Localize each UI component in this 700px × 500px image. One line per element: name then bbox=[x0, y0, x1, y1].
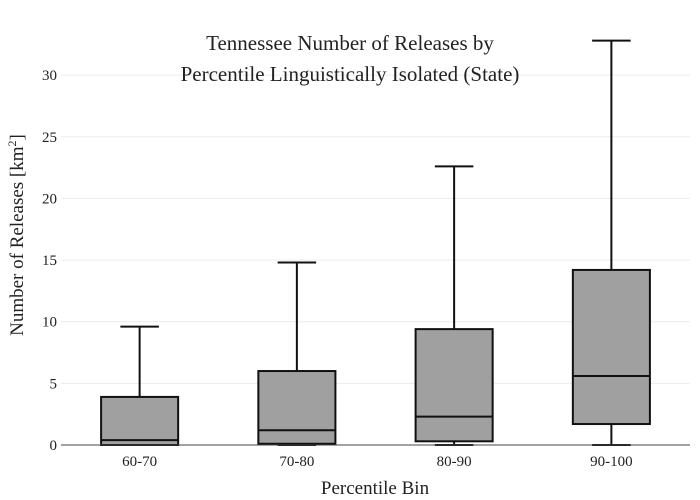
y-tick-label: 25 bbox=[42, 130, 57, 146]
y-axis-label: Number of Releases [km2] bbox=[5, 134, 28, 336]
x-tick-labels: 60-70 70-80 80-90 90-100 bbox=[122, 454, 633, 470]
y-tick-label: 30 bbox=[42, 68, 57, 84]
y-axis-label-end: ] bbox=[7, 134, 28, 140]
x-tick-label: 90-100 bbox=[590, 454, 633, 470]
y-tick-label: 15 bbox=[42, 253, 57, 269]
box-series bbox=[100, 39, 651, 446]
chart-title-line-2: Percentile Linguistically Isolated (Stat… bbox=[181, 62, 520, 86]
y-tick-label: 0 bbox=[50, 438, 58, 454]
x-axis-label: Percentile Bin bbox=[321, 478, 430, 499]
box-60-70 bbox=[100, 325, 180, 446]
y-tick-label: 20 bbox=[42, 191, 57, 207]
x-tick-label: 70-80 bbox=[279, 454, 314, 470]
y-tick-label: 10 bbox=[42, 315, 57, 331]
box-iqr bbox=[100, 395, 180, 446]
box-80-90 bbox=[414, 165, 494, 446]
y-axis-label-main: Number of Releases [km bbox=[7, 146, 28, 336]
box-70-80 bbox=[257, 261, 337, 446]
chart-title-line-1: Tennessee Number of Releases by bbox=[206, 31, 494, 55]
x-tick-label: 60-70 bbox=[122, 454, 157, 470]
box-iqr bbox=[257, 370, 337, 445]
y-tick-label: 5 bbox=[50, 376, 58, 392]
x-tick-label: 80-90 bbox=[437, 454, 472, 470]
box-iqr bbox=[571, 268, 651, 426]
y-axis-label-superscript: 2 bbox=[5, 140, 19, 146]
box-90-100 bbox=[571, 39, 651, 446]
box-iqr bbox=[414, 328, 494, 443]
y-tick-labels: 0 5 10 15 20 25 30 bbox=[42, 68, 57, 454]
